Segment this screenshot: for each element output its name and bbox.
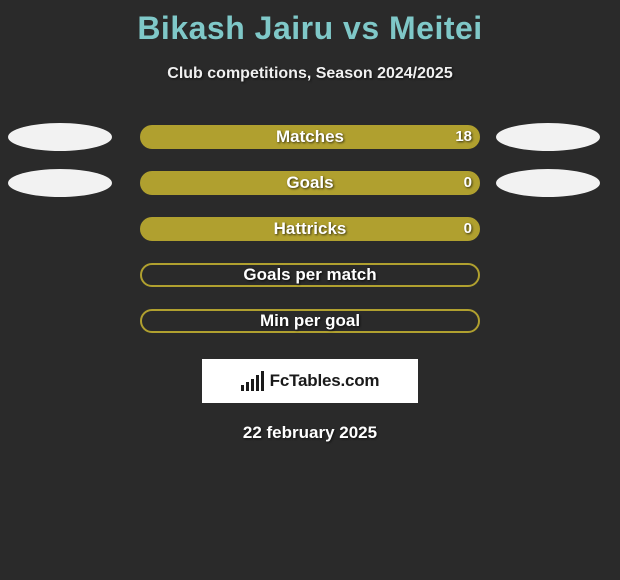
stat-row: Matches18: [0, 125, 620, 149]
title-player2: Meitei: [389, 10, 483, 46]
date-label: 22 february 2025: [0, 423, 620, 443]
page-title: Bikash Jairu vs Meitei: [0, 10, 620, 47]
stat-row: Min per goal: [0, 309, 620, 333]
logo-text: FcTables.com: [270, 371, 380, 391]
title-player1: Bikash Jairu: [137, 10, 333, 46]
logo-bars: [241, 371, 264, 391]
stat-bar-fill: [140, 217, 480, 241]
stat-bar: Matches18: [140, 125, 480, 149]
stats-list: Matches18 Goals0 Hattricks0 Goals per match…: [0, 125, 620, 333]
right-ellipse: [496, 169, 600, 197]
stat-bar-fill: [140, 309, 480, 333]
chart-icon: [241, 371, 264, 391]
stat-bar: Hattricks0: [140, 217, 480, 241]
right-ellipse: [496, 123, 600, 151]
title-vs: vs: [343, 10, 380, 46]
stat-bar-fill: [140, 171, 480, 195]
subtitle: Club competitions, Season 2024/2025: [0, 65, 620, 83]
stat-bar: Min per goal: [140, 309, 480, 333]
stat-bar: Goals0: [140, 171, 480, 195]
stat-bar-fill: [140, 125, 480, 149]
left-ellipse: [8, 123, 112, 151]
stat-row: Goals per match: [0, 263, 620, 287]
stat-bar: Goals per match: [140, 263, 480, 287]
stat-bar-fill: [140, 263, 480, 287]
left-ellipse: [8, 169, 112, 197]
stat-row: Goals0: [0, 171, 620, 195]
comparison-widget: Bikash Jairu vs Meitei Club competitions…: [0, 0, 620, 580]
stat-row: Hattricks0: [0, 217, 620, 241]
fctables-logo: FcTables.com: [202, 359, 418, 403]
